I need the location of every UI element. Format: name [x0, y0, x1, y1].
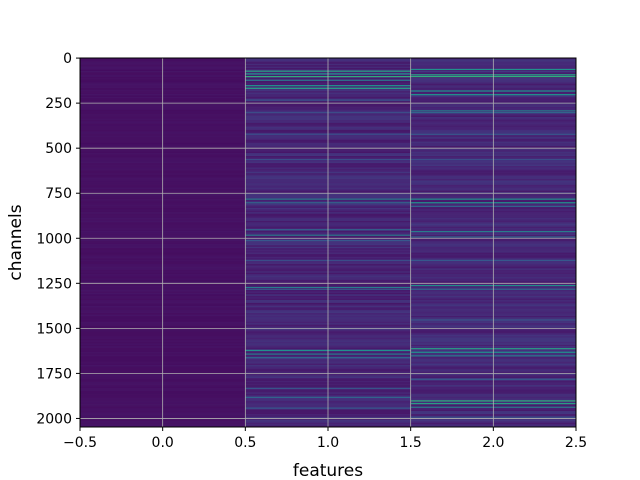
y-tick-label: 1250 — [36, 276, 72, 292]
y-axis-label: channels — [6, 204, 26, 280]
x-tick-label: −0.5 — [63, 435, 97, 451]
x-tick-label: 1.0 — [317, 435, 339, 451]
x-tick-label: 0.5 — [234, 435, 256, 451]
y-tick-label: 750 — [45, 186, 72, 202]
y-tick-label: 1750 — [36, 366, 72, 382]
x-tick-label: 2.5 — [565, 435, 587, 451]
y-tick-label: 1000 — [36, 231, 72, 247]
x-axis-ticks: −0.5 0.0 0.5 1.0 1.5 2.0 2.5 — [63, 427, 587, 451]
y-tick-label: 0 — [63, 51, 72, 67]
y-tick-label: 1500 — [36, 321, 72, 337]
x-tick-label: 0.0 — [152, 435, 174, 451]
y-axis-ticks: 0 250 500 750 1000 1250 1500 1750 2000 — [36, 51, 80, 427]
y-tick-label: 500 — [45, 141, 72, 157]
y-tick-label: 2000 — [36, 411, 72, 427]
x-tick-label: 2.0 — [482, 435, 504, 451]
x-axis-label: features — [293, 461, 363, 480]
x-tick-label: 1.5 — [400, 435, 422, 451]
y-tick-label: 250 — [45, 96, 72, 112]
